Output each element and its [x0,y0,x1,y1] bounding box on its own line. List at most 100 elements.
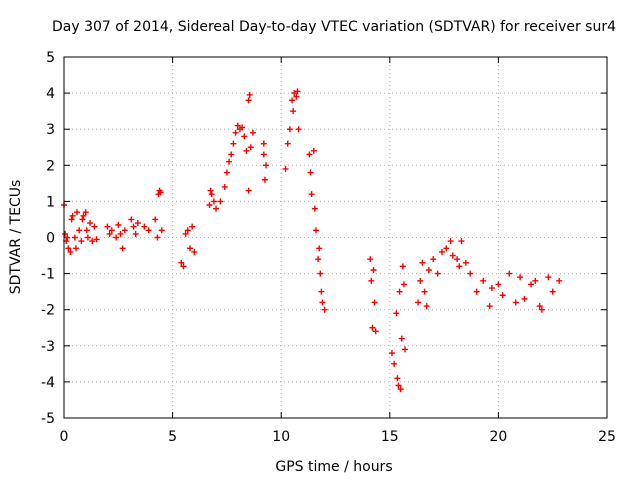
data-point-marker [312,227,319,234]
data-point-marker [371,299,378,306]
data-point-marker [293,93,300,100]
data-point-marker [217,198,224,205]
data-point-marker [417,277,424,284]
data-point-marker [72,245,79,252]
x-axis-label: GPS time / hours [275,459,392,475]
data-point-marker [93,236,100,243]
data-point-marker [286,126,293,133]
x-tick-label: 10 [272,429,290,445]
data-point-marker [282,165,289,172]
y-tick-label: 2 [46,158,55,174]
data-point-marker [234,122,241,129]
data-point-marker [65,245,72,252]
data-point-marker [134,220,141,227]
data-point-marker [117,230,124,237]
data-point-marker [368,277,375,284]
data-point-marker [84,234,91,241]
y-tick-label: -3 [41,339,55,355]
data-point-marker [394,375,401,382]
data-point-marker [425,266,432,273]
data-point-marker [261,176,268,183]
data-point-marker [391,360,398,367]
data-point-marker [321,306,328,313]
data-point-marker [319,299,326,306]
data-point-marker [154,234,161,241]
data-point-marker [310,147,317,154]
data-point-marker [316,245,323,252]
data-point-marker [447,238,454,245]
data-point-marker [290,108,297,115]
data-point-marker [311,205,318,212]
data-points [61,88,563,393]
data-point-marker [388,350,395,357]
data-point-marker [247,144,254,151]
data-point-marker [221,183,228,190]
data-point-marker [76,227,83,234]
data-point-marker [178,259,185,266]
data-point-marker [521,295,528,302]
data-point-marker [398,335,405,342]
data-point-marker [104,223,111,230]
data-point-marker [480,277,487,284]
data-point-marker [423,303,430,310]
x-tick-label: 20 [489,429,507,445]
data-point-marker [230,140,237,147]
data-point-marker [130,223,137,230]
x-tick-label: 5 [168,429,177,445]
y-tick-label: 3 [46,122,55,138]
data-point-marker [226,158,233,165]
data-point-marker [396,288,403,295]
data-point-marker [395,382,402,389]
y-tick-label: 5 [46,50,55,66]
data-point-marker [91,223,98,230]
data-point-marker [243,147,250,154]
data-point-marker [157,189,164,196]
data-point-marker [223,169,230,176]
data-point-marker [82,209,89,216]
data-point-marker [128,216,135,223]
data-point-marker [89,238,96,245]
data-point-marker [499,292,506,299]
data-point-marker [486,303,493,310]
data-point-marker [434,270,441,277]
data-point-marker [449,252,456,259]
data-point-marker [536,303,543,310]
data-point-marker [456,263,463,270]
data-point-marker [399,263,406,270]
data-point-marker [245,97,252,104]
data-point-marker [241,133,248,140]
data-point-marker [180,263,187,270]
data-point-marker [421,288,428,295]
data-point-marker [307,169,314,176]
y-tick-label: -1 [41,267,55,283]
data-point-marker [532,277,539,284]
data-point-marker [69,212,76,219]
data-point-marker [402,346,409,353]
data-point-marker [260,151,267,158]
data-point-marker [68,216,75,223]
y-tick-label: -5 [41,411,55,427]
chart-title: Day 307 of 2014, Sidereal Day-to-day VTE… [52,19,616,35]
data-point-marker [527,281,534,288]
data-point-marker [462,259,469,266]
data-point-marker [152,216,159,223]
grid-lines [64,57,607,418]
data-point-marker [207,187,214,194]
data-point-marker [369,324,376,331]
data-point-marker [62,230,69,237]
y-tick-label: 1 [46,194,55,210]
data-point-marker [78,238,85,245]
data-point-marker [295,126,302,133]
data-point-marker [370,266,377,273]
data-point-marker [80,212,87,219]
data-point-marker [74,209,81,216]
data-point-marker [67,248,74,255]
data-point-marker [184,227,191,234]
data-point-marker [141,223,148,230]
data-point-marker [158,227,165,234]
data-point-marker [294,88,301,95]
data-point-marker [79,216,86,223]
data-point-marker [467,270,474,277]
data-point-marker [473,288,480,295]
